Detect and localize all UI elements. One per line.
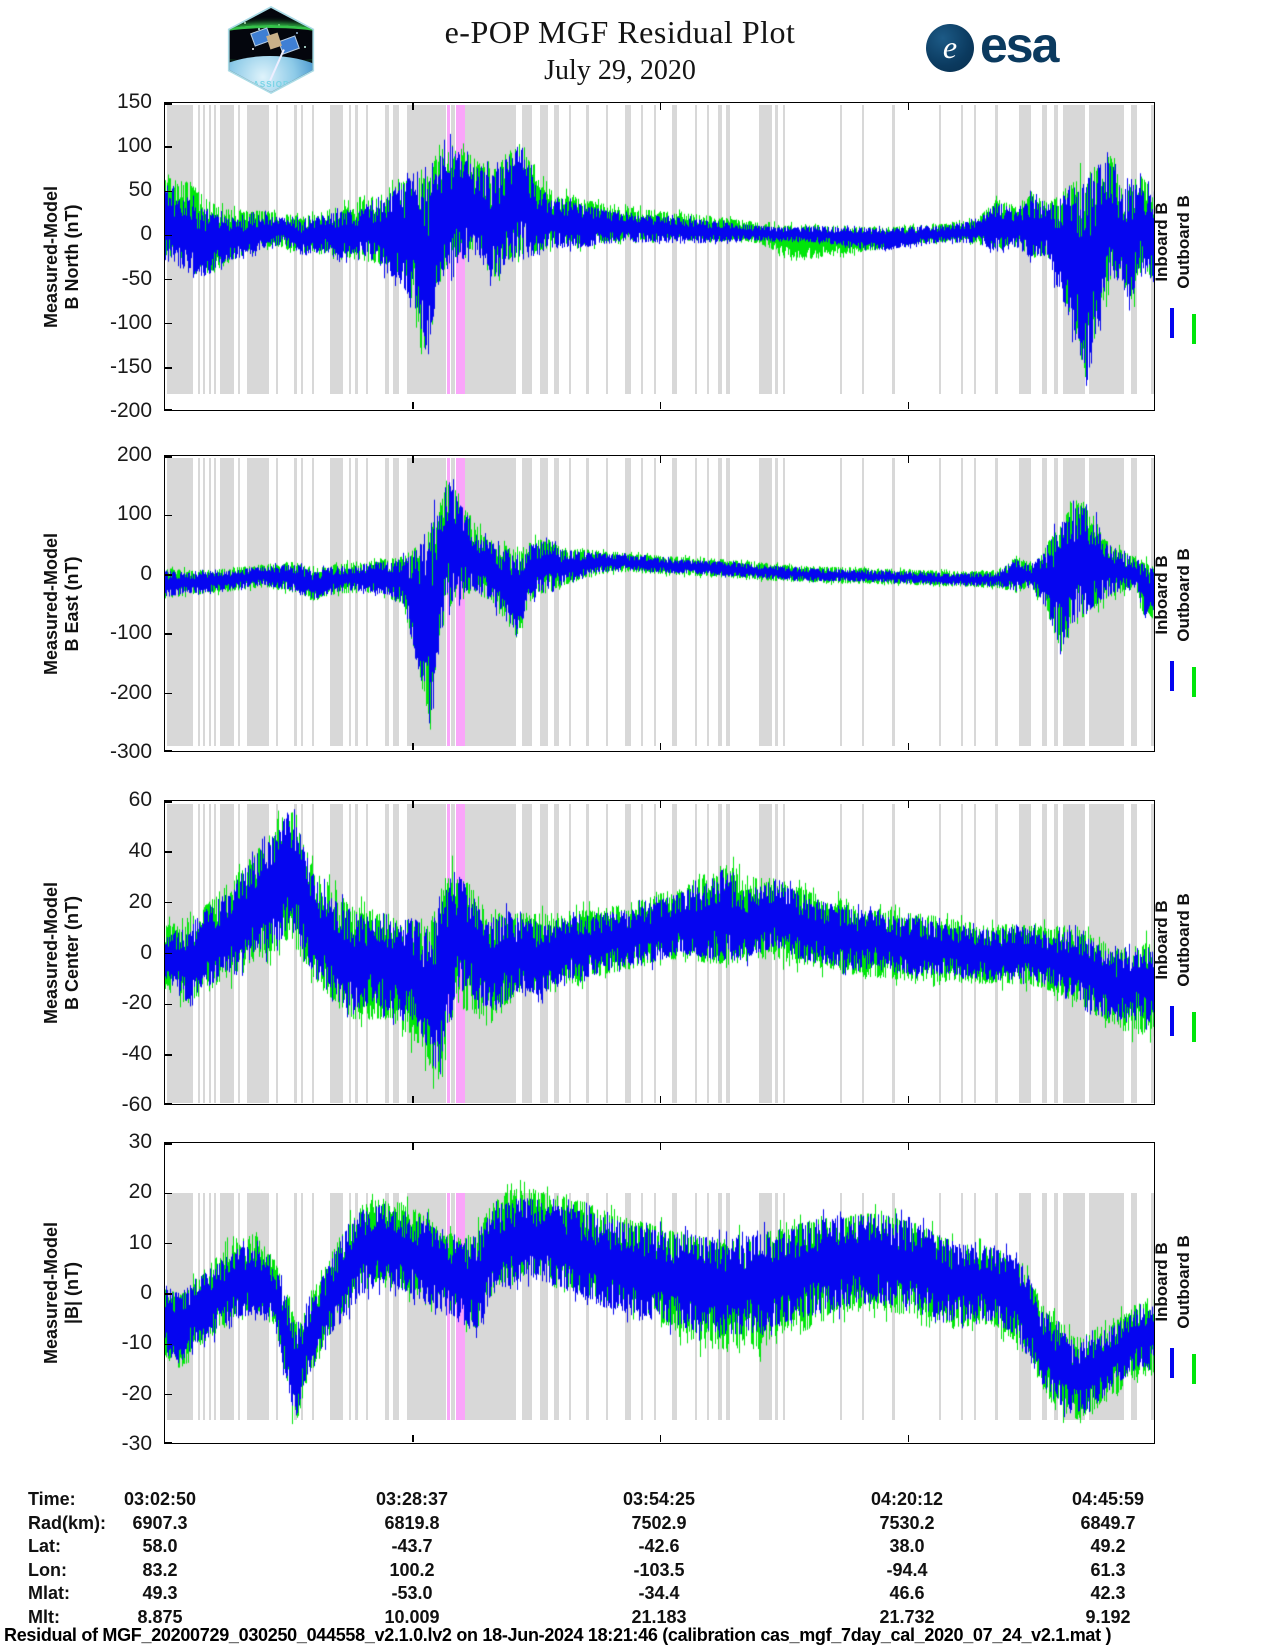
lat-value: 38.0 — [889, 1536, 925, 1556]
rad-value: 7530.2 — [879, 1513, 935, 1533]
row-label-mlt: Mlt: — [28, 1607, 60, 1627]
row-label-rad: Rad(km): — [28, 1513, 107, 1533]
rad-value: 6819.8 — [384, 1513, 440, 1533]
mlt-value: 21.183 — [631, 1607, 687, 1627]
esa-wordmark: esa — [980, 17, 1059, 73]
mlat-value: -53.0 — [391, 1583, 433, 1603]
rad-value: 6907.3 — [132, 1513, 188, 1533]
lat-value: 49.2 — [1090, 1536, 1126, 1556]
row-label-lon: Lon: — [28, 1560, 67, 1580]
rad-value: 7502.9 — [631, 1513, 687, 1533]
cassiope-logo-text: CASSIOPE — [246, 80, 296, 89]
lon-value: 83.2 — [142, 1560, 178, 1580]
row-label-time: Time: — [28, 1489, 76, 1509]
time-value: 04:20:12 — [870, 1489, 944, 1509]
title-line2: July 29, 2020 — [544, 55, 696, 86]
lon-value: 100.2 — [389, 1560, 435, 1580]
esa-globe-icon: e — [926, 24, 974, 72]
lon-value: -103.5 — [633, 1560, 685, 1580]
time-value: 03:54:25 — [622, 1489, 696, 1509]
stars-decoration — [244, 22, 246, 24]
mlt-value: 9.192 — [1085, 1607, 1131, 1627]
mlt-value: 10.009 — [384, 1607, 440, 1627]
lat-value: -43.7 — [391, 1536, 433, 1556]
mlt-value: 8.875 — [137, 1607, 183, 1627]
lon-value: -94.4 — [886, 1560, 928, 1580]
cassiope-mission-logo: CASSIOPE — [222, 6, 320, 94]
lat-value: -42.6 — [638, 1536, 680, 1556]
row-label-mlat: Mlat: — [28, 1583, 70, 1603]
title-line1: e-POP MGF Residual Plot — [444, 14, 796, 50]
time-value: 03:02:50 — [123, 1489, 197, 1509]
time-value: 03:28:37 — [375, 1489, 449, 1509]
esa-logo: e esa — [926, 17, 1076, 74]
atmosphere-arc — [229, 25, 313, 62]
esa-globe-letter: e — [942, 29, 958, 65]
rad-value: 6849.7 — [1080, 1513, 1136, 1533]
mlt-value: 21.732 — [879, 1607, 935, 1627]
page-title: e-POP MGF Residual Plot July 29, 2020 — [300, 14, 940, 87]
time-value: 04:45:59 — [1071, 1489, 1145, 1509]
lon-value: 61.3 — [1090, 1560, 1126, 1580]
footer-text: Residual of MGF_20200729_030250_044558_v… — [4, 1625, 1112, 1645]
mlat-value: 49.3 — [142, 1583, 178, 1603]
mlat-value: 46.6 — [889, 1583, 925, 1603]
row-label-lat: Lat: — [28, 1536, 61, 1556]
mlat-value: 42.3 — [1090, 1583, 1126, 1603]
lat-value: 58.0 — [142, 1536, 178, 1556]
mlat-value: -34.4 — [638, 1583, 680, 1603]
